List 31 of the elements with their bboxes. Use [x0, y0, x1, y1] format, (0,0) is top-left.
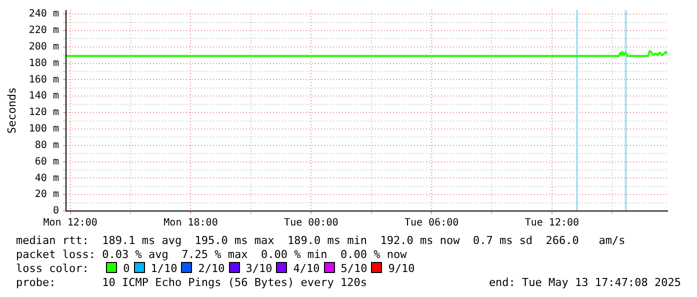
y-tick-label: 0: [52, 206, 59, 217]
x-tick-label: Mon 12:00: [43, 218, 98, 229]
y-tick-label: 200 m: [28, 42, 59, 53]
legend-label: 0: [123, 262, 130, 275]
legend-label: 5/10: [340, 262, 368, 275]
y-tick-label: 120 m: [28, 107, 59, 118]
legend-label: 4/10: [293, 262, 320, 275]
x-tick-label: Tue 00:00: [284, 218, 338, 229]
y-axis-title: Seconds: [5, 87, 18, 134]
y-tick-label: 180 m: [28, 58, 59, 69]
text: end: Tue May 13 17:47:08 2025: [488, 276, 681, 290]
legend-label: 1/10: [150, 262, 178, 275]
x-tick-label: Tue 12:00: [524, 218, 580, 229]
legend-label: 3/10: [246, 262, 272, 275]
y-tick-label: 100 m: [28, 124, 59, 135]
y-tick-label: 240 m: [28, 8, 59, 20]
y-tick-label: 220 m: [28, 25, 59, 36]
text: probe: 10 ICMP Echo Pings (56 Bytes) every 120s: [16, 276, 367, 290]
text: packet loss: 0.03 % avg 7.25 % max 0.00 % min 0.00 % now: [16, 248, 407, 262]
y-tick-label: 20 m: [34, 189, 59, 200]
legend-title: loss color:: [16, 262, 90, 275]
legend-label: 2/10: [198, 262, 225, 275]
legend-label: 9/10: [388, 262, 415, 275]
y-tick-label: 60 m: [34, 156, 59, 168]
y-tick-label: 140 m: [28, 90, 59, 102]
text: median rtt: 189.1 ms avg 195.0 ms max 189.0 ms min 192.0 ms now 0.7 ms sd 266.0 am/s: [16, 234, 626, 248]
y-tick-label: 80 m: [34, 140, 59, 151]
x-tick-label: Tue 06:00: [404, 218, 459, 229]
x-tick-label: Mon 18:00: [164, 218, 218, 229]
y-tick-label: 40 m: [34, 172, 59, 184]
y-tick-label: 160 m: [28, 74, 59, 86]
